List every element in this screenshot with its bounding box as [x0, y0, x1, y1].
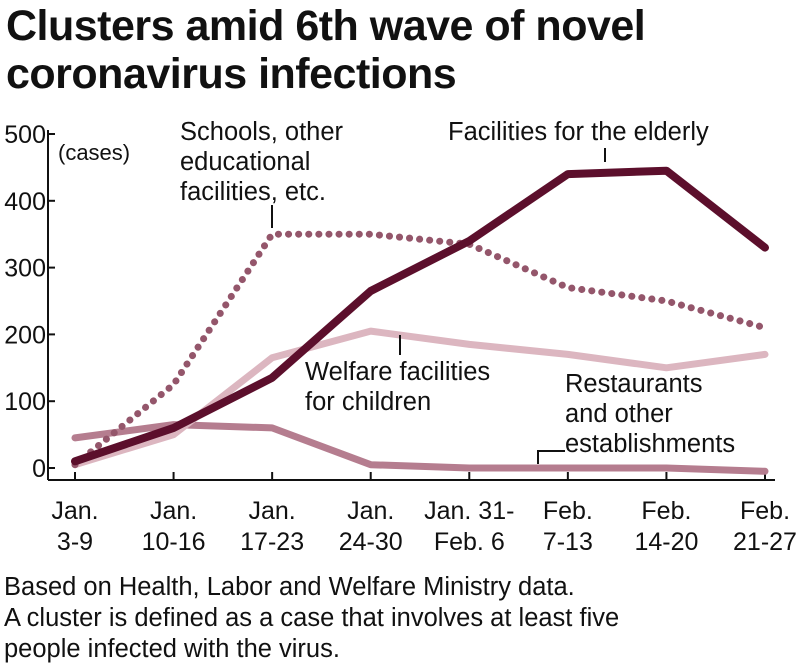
x-tick-label: Feb.: [740, 497, 790, 525]
y-unit-label: (cases): [58, 140, 130, 165]
chart-title: Clusters amid 6th wave of novel coronavi…: [6, 2, 796, 98]
x-tick-label: 7-13: [543, 528, 593, 556]
x-tick-label: Jan.: [51, 497, 98, 525]
footnote-line-1: Based on Health, Labor and Welfare Minis…: [4, 573, 575, 601]
series-line: [71, 166, 769, 466]
footnote: Based on Health, Labor and Welfare Minis…: [4, 572, 794, 665]
chart-title-line-1: Clusters amid 6th wave of novel: [6, 2, 646, 50]
x-tick-label: 3-9: [57, 528, 93, 556]
series-leader-line: [537, 450, 565, 464]
x-tick-label: 14-20: [634, 528, 698, 556]
x-tick-label: Feb.: [641, 497, 691, 525]
series-label: Facilities for the elderly: [448, 118, 709, 146]
x-tick-label: 10-16: [142, 528, 206, 556]
y-tick-label: 300: [4, 255, 46, 283]
x-tick-label: Feb.: [543, 497, 593, 525]
footnote-line-3: people infected with the virus.: [4, 635, 340, 663]
x-tick-label: 21-27: [733, 528, 797, 556]
series-label: Welfare facilities: [305, 358, 490, 386]
footnote-line-2: A cluster is defined as a case that invo…: [4, 604, 620, 632]
y-tick-label: 500: [4, 121, 46, 149]
series-label: Schools, other: [180, 118, 344, 146]
chart-title-line-2: coronavirus infections: [6, 50, 457, 98]
x-tick-label: Feb. 6: [434, 528, 505, 556]
series-label: facilities, etc.: [180, 178, 326, 206]
x-tick-label: Jan. 31-: [424, 497, 514, 525]
x-tick-label: Jan.: [347, 497, 394, 525]
x-tick-label: 24-30: [339, 528, 403, 556]
series-label: establishments: [565, 430, 735, 458]
y-tick-label: 100: [4, 388, 46, 416]
x-tick-label: 17-23: [240, 528, 304, 556]
series-label: and other: [565, 400, 673, 428]
x-tick-label: Jan.: [150, 497, 197, 525]
series-label: for children: [305, 388, 431, 416]
series-line: [71, 230, 769, 469]
y-tick-label: 200: [4, 321, 46, 349]
series-label: educational: [180, 148, 310, 176]
series-label: Restaurants: [565, 370, 703, 398]
y-tick-label: 400: [4, 188, 46, 216]
x-tick-label: Jan.: [249, 497, 296, 525]
y-tick-label: 0: [32, 455, 46, 483]
